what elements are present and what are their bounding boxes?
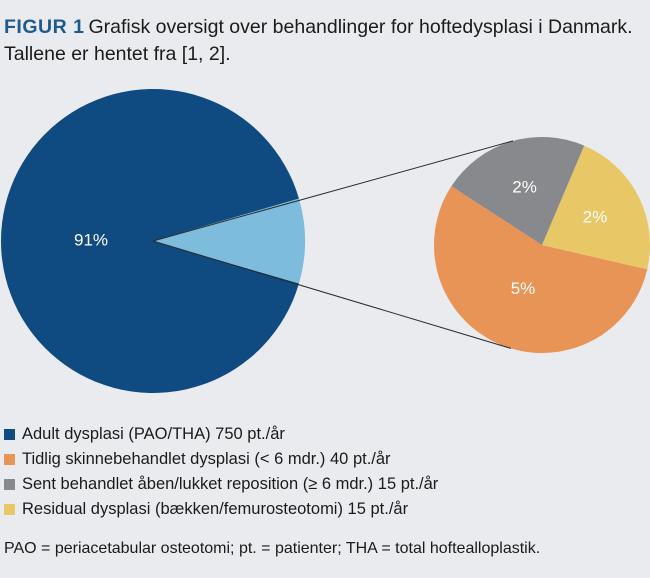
legend-swatch (4, 454, 15, 465)
pie-slice-early (433, 186, 648, 354)
pie-slice-residual (542, 145, 650, 270)
legend-label: Tidlig skinnebehandlet dysplasi (< 6 mdr… (22, 450, 391, 468)
pie-label-adult: 91% (74, 230, 108, 249)
legend-item-adult: Adult dysplasi (PAO/THA) 750 pt./år (4, 422, 438, 447)
legend-label: Adult dysplasi (PAO/THA) 750 pt./år (22, 425, 285, 443)
legend-swatch (4, 429, 15, 440)
pie-slice-late (451, 137, 585, 245)
pie-label-residual: 2% (583, 207, 608, 226)
legend-item-early: Tidlig skinnebehandlet dysplasi (< 6 mdr… (4, 447, 438, 472)
pie-slice-other (153, 198, 305, 284)
connector-line-bottom (152, 140, 514, 242)
legend-swatch (4, 504, 15, 515)
figure-label: FIGUR 1 (4, 16, 85, 38)
legend-item-late: Sent behandlet åben/lukket reposition (≥… (4, 472, 438, 497)
footnote: PAO = periacetabular osteotomi; pt. = pa… (4, 540, 541, 557)
pie-label-late: 2% (512, 178, 537, 197)
chart-legend: Adult dysplasi (PAO/THA) 750 pt./år Tidl… (4, 422, 438, 522)
pie-chart: 91% 5% 2% 2% (0, 88, 650, 394)
legend-label: Sent behandlet åben/lukket reposition (≥… (22, 475, 439, 493)
legend-swatch (4, 479, 15, 490)
pie-label-early: 5% (511, 279, 536, 298)
legend-item-residual: Residual dysplasi (bækken/femurosteotomi… (4, 497, 438, 522)
figure-caption: FIGUR 1 Grafisk oversigt over behandlinge… (4, 14, 644, 68)
figure-caption-text: Grafisk oversigt over behandlinger for h… (4, 16, 633, 65)
legend-label: Residual dysplasi (bækken/femurosteotomi… (22, 500, 409, 518)
pie-slice-adult (0, 88, 299, 394)
connector-line-top (152, 240, 512, 349)
